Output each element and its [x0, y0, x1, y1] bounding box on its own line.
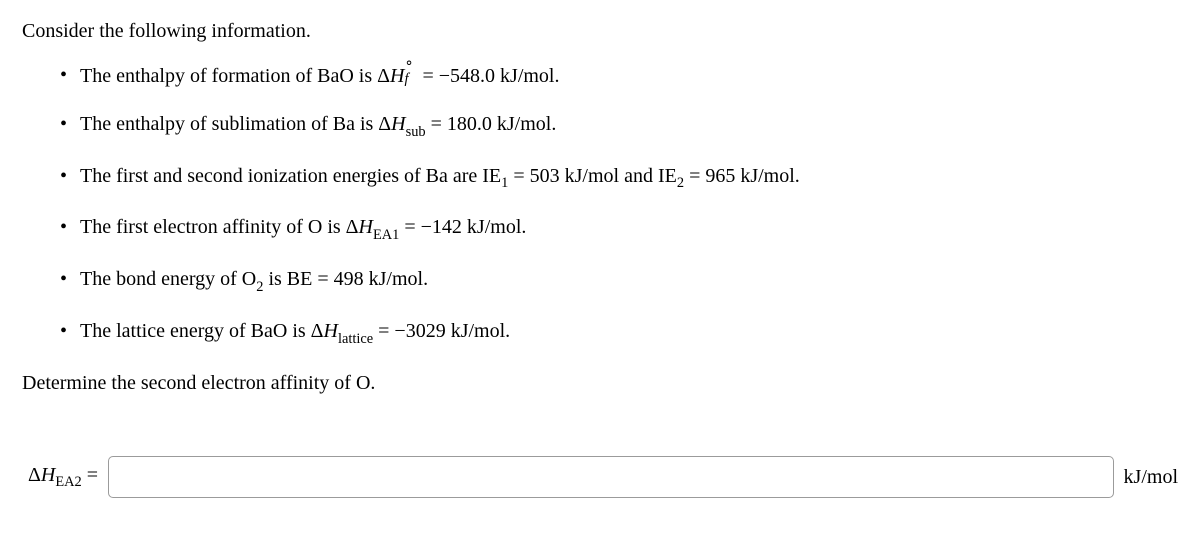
- equals: =: [399, 216, 420, 238]
- intro-text: Consider the following information.: [22, 18, 1178, 44]
- value: −548.0 kJ/mol.: [439, 65, 560, 87]
- subscript: lattice: [338, 331, 373, 347]
- equals: =: [426, 113, 447, 135]
- question-text: Determine the second electron affinity o…: [22, 370, 1178, 396]
- subscript: EA1: [373, 227, 399, 243]
- value: 180.0 kJ/mol.: [447, 113, 556, 135]
- list-item: The first electron affinity of O is ΔHEA…: [60, 214, 1178, 244]
- item-text: The bond energy of O: [80, 268, 256, 290]
- list-item: The lattice energy of BaO is ΔHlattice =…: [60, 318, 1178, 348]
- data-list: The enthalpy of formation of BaO is ΔH∘f…: [22, 62, 1178, 348]
- answer-label: ΔHEA2 =: [28, 462, 98, 492]
- item-text: The first electron affinity of O is Δ: [80, 216, 359, 238]
- subscript: 2: [677, 175, 684, 191]
- answer-input[interactable]: [108, 456, 1114, 498]
- subscript: sub: [406, 124, 426, 140]
- item-text: The first and second ionization energies…: [80, 165, 501, 187]
- symbol: H: [324, 320, 338, 342]
- subscript: 1: [501, 175, 508, 191]
- item-text: The enthalpy of formation of BaO is Δ: [80, 65, 390, 87]
- item-text: = 503 kJ/mol and IE: [508, 165, 677, 187]
- equals: =: [417, 65, 438, 87]
- answer-unit: kJ/mol: [1124, 464, 1178, 490]
- list-item: The bond energy of O2 is BE = 498 kJ/mol…: [60, 266, 1178, 296]
- symbol: H: [359, 216, 373, 238]
- list-item: The enthalpy of formation of BaO is ΔH∘f…: [60, 62, 1178, 89]
- value: −3029 kJ/mol.: [394, 320, 510, 342]
- item-text: The enthalpy of sublimation of Ba is Δ: [80, 113, 391, 135]
- list-item: The enthalpy of sublimation of Ba is ΔHs…: [60, 111, 1178, 141]
- subsup: ∘f: [404, 62, 417, 82]
- equals: =: [373, 320, 394, 342]
- list-item: The first and second ionization energies…: [60, 163, 1178, 193]
- item-text: = 965 kJ/mol.: [684, 165, 800, 187]
- item-text: is BE =: [263, 268, 333, 290]
- answer-row: ΔHEA2 = kJ/mol: [22, 456, 1178, 498]
- symbol: H: [390, 65, 404, 87]
- value: 498 kJ/mol.: [334, 268, 428, 290]
- item-text: The lattice energy of BaO is Δ: [80, 320, 324, 342]
- subscript: 2: [256, 279, 263, 295]
- value: −142 kJ/mol.: [421, 216, 527, 238]
- symbol: H: [391, 113, 405, 135]
